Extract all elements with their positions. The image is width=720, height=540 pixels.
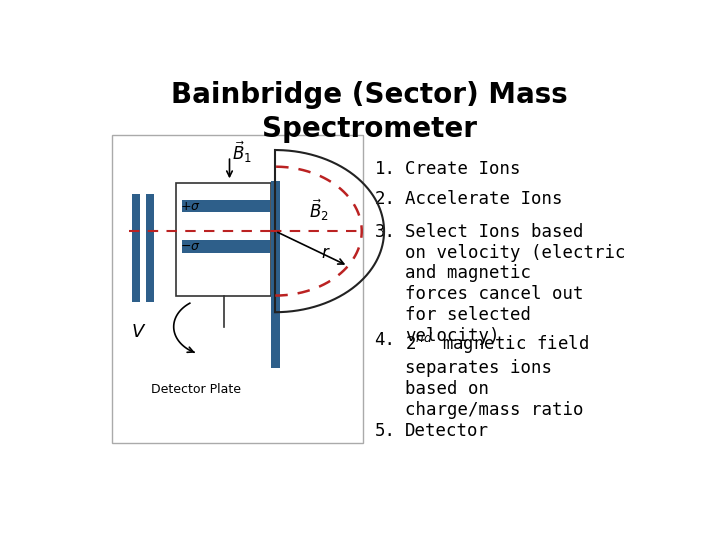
Text: 1.: 1.	[374, 160, 395, 178]
Text: Detector Plate: Detector Plate	[151, 383, 241, 396]
Text: $-\sigma$: $-\sigma$	[181, 240, 201, 253]
Text: Accelerate Ions: Accelerate Ions	[405, 190, 563, 207]
Bar	[182, 240, 270, 253]
Bar	[132, 194, 140, 302]
Text: Bainbridge (Sector) Mass: Bainbridge (Sector) Mass	[171, 82, 567, 110]
Text: Select Ions based
on velocity (electric
and magnetic
forces cancel out
for selec: Select Ions based on velocity (electric …	[405, 223, 626, 345]
Text: 3.: 3.	[374, 223, 395, 241]
Text: $V$: $V$	[132, 322, 147, 341]
Text: Detector: Detector	[405, 422, 490, 441]
Bar	[271, 306, 280, 356]
Text: $r$: $r$	[320, 244, 330, 262]
Bar	[112, 136, 364, 443]
Bar	[182, 200, 270, 212]
Bar	[145, 194, 154, 302]
Text: $\vec{B}_2$: $\vec{B}_2$	[309, 198, 328, 223]
Text: 2.: 2.	[374, 190, 395, 207]
Bar	[176, 183, 271, 295]
Bar	[271, 181, 280, 368]
Text: $\vec{B}_1$: $\vec{B}_1$	[233, 139, 252, 165]
Text: 2$^{nd}$ magnetic field
separates ions
based on
charge/mass ratio: 2$^{nd}$ magnetic field separates ions b…	[405, 331, 589, 418]
Text: $+\sigma$: $+\sigma$	[181, 200, 201, 213]
Text: Spectrometer: Spectrometer	[261, 114, 477, 143]
Text: Create Ions: Create Ions	[405, 160, 521, 178]
Text: 5.: 5.	[374, 422, 395, 441]
Text: 4.: 4.	[374, 331, 395, 349]
